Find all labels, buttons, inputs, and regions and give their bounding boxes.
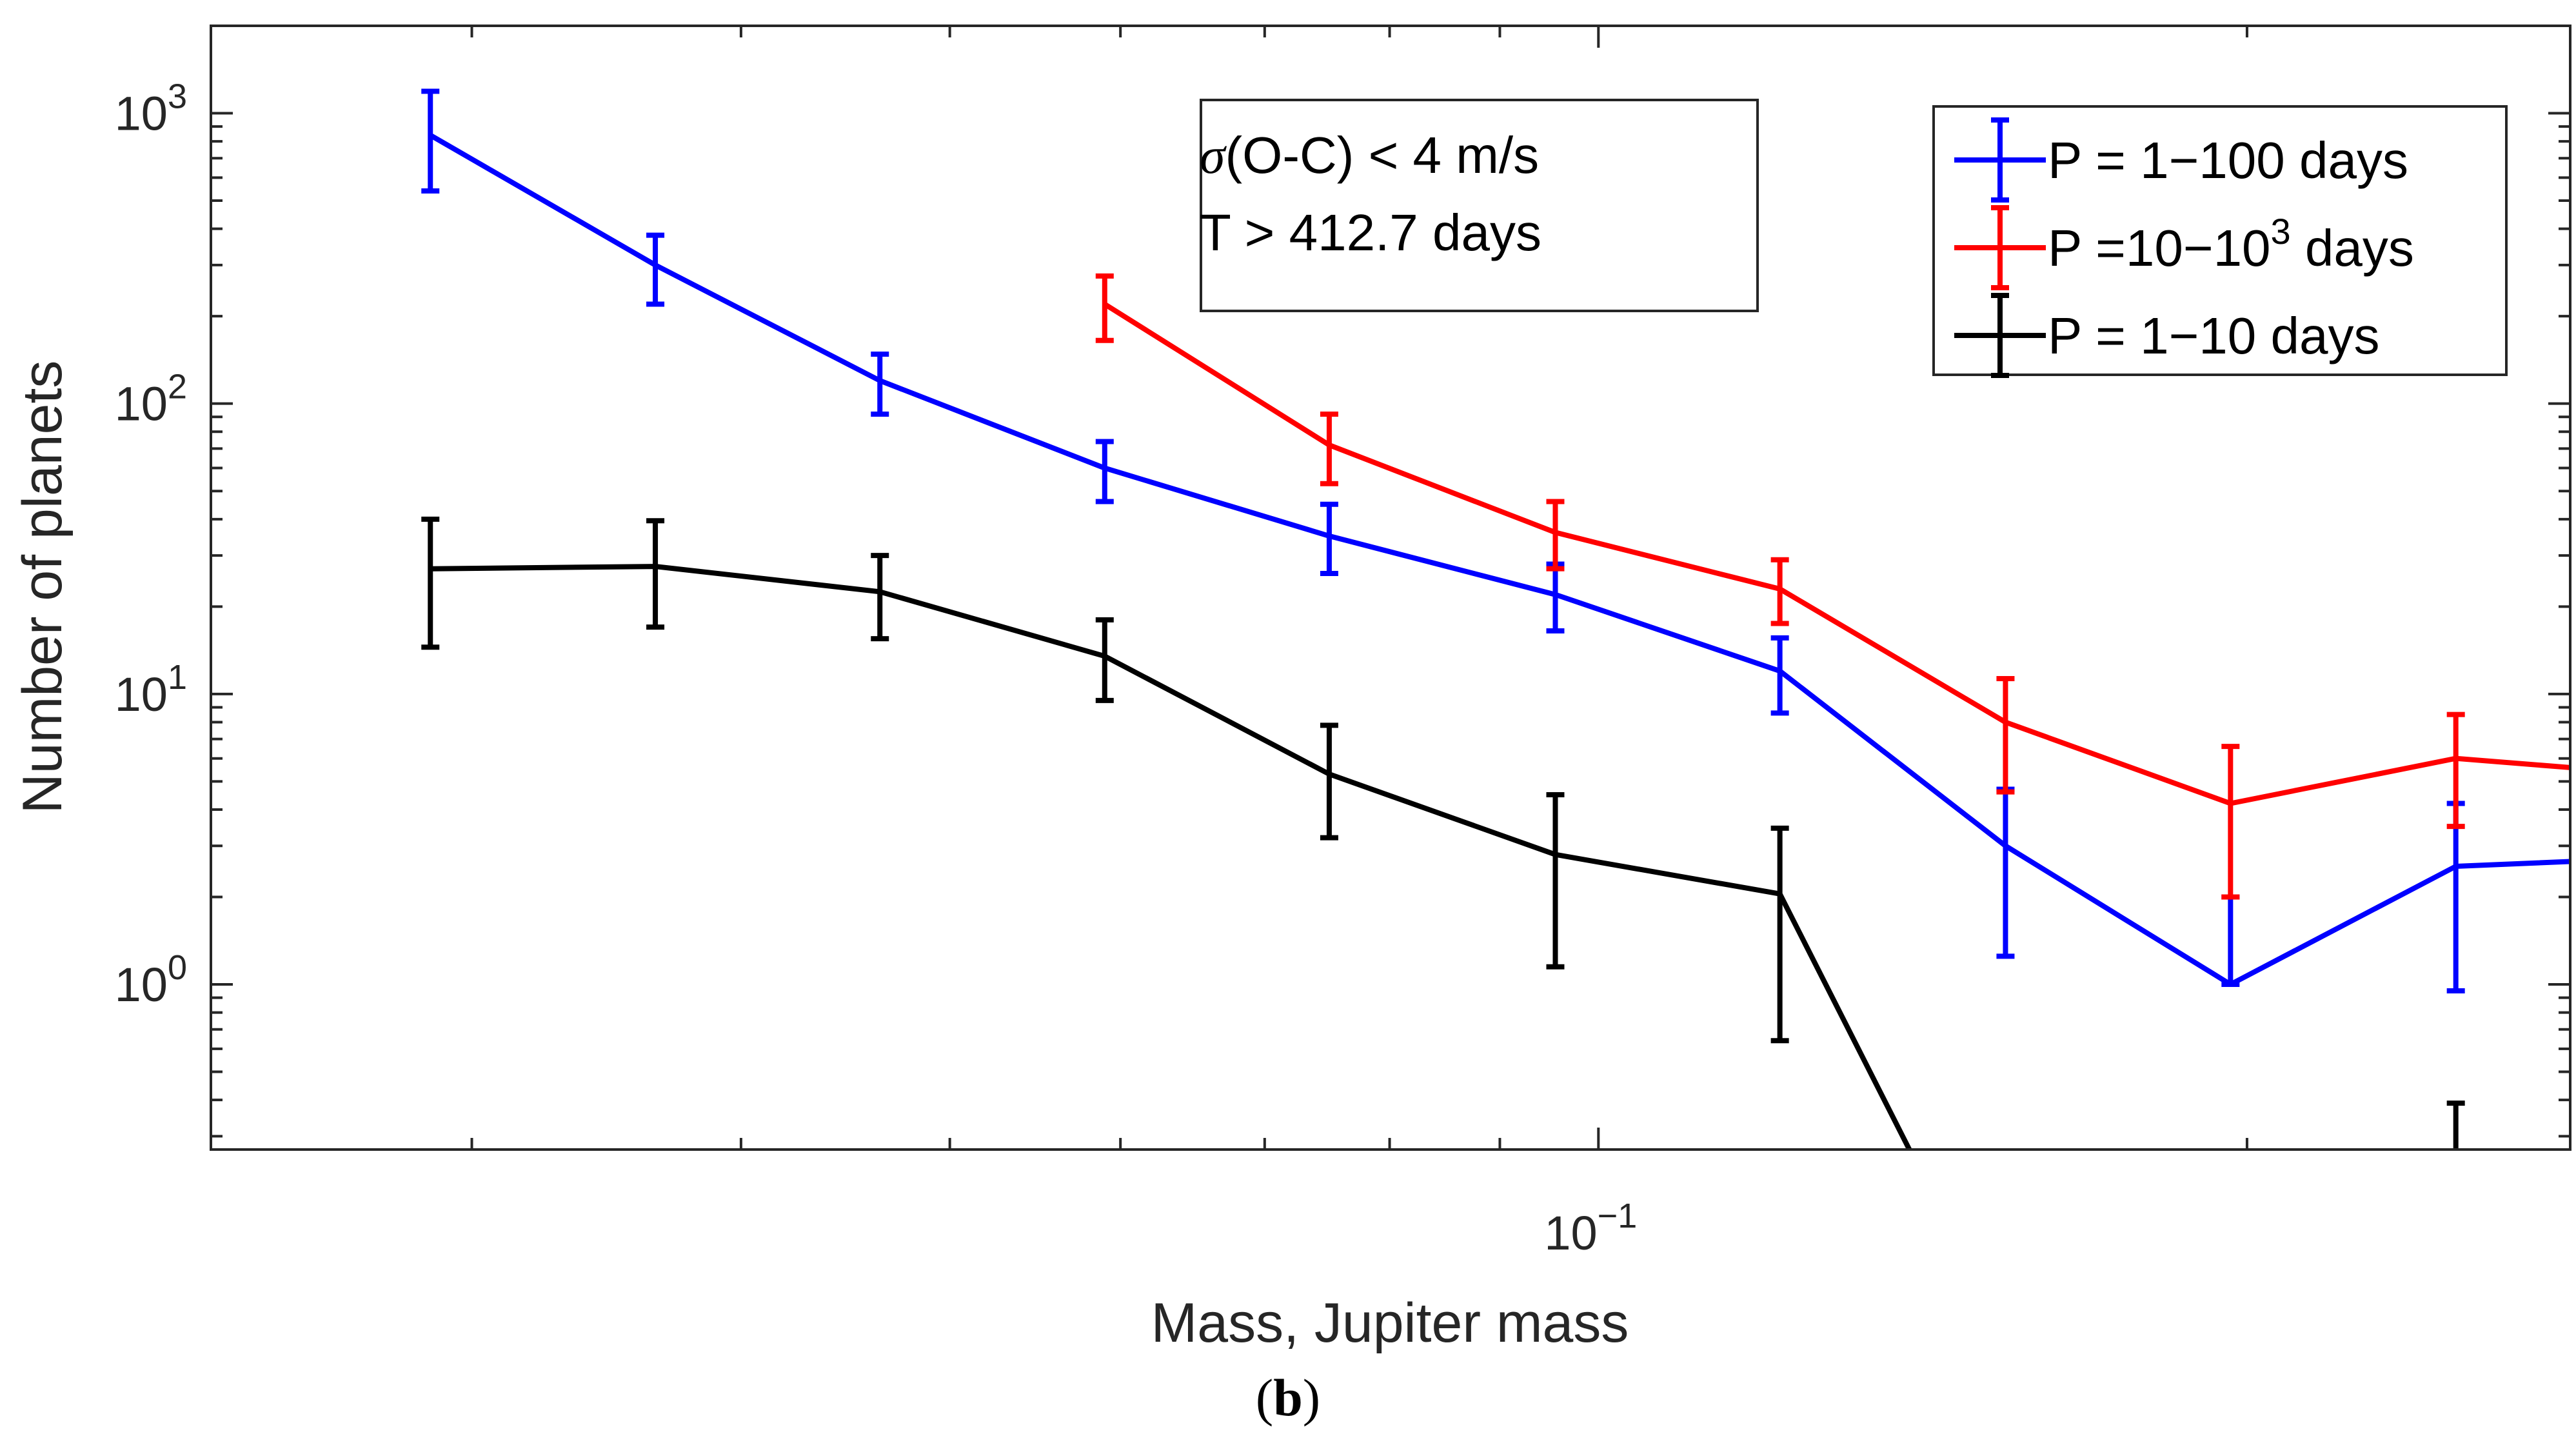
error-bar-0-0 [421, 88, 440, 194]
error-bar-1-5 [2221, 744, 2240, 900]
error-bar-0-1 [646, 232, 665, 307]
x-axis-title: Mass, Jupiter mass [1151, 1292, 1629, 1354]
error-bar-2-9 [2446, 1100, 2465, 1150]
y-axis-title: Number of planets [12, 361, 74, 814]
legend: P = 1−100 days P =10−103 days P = 1−10 day… [1932, 105, 2508, 378]
tick-label-exponent: 0 [168, 948, 187, 987]
series-line-0 [429, 133, 2570, 987]
y-tick-label-1: 101 [115, 658, 187, 721]
legend-label-text: P =10−10 [2048, 219, 2271, 277]
series-layer [421, 88, 2570, 1150]
error-bar-1-4 [1996, 675, 2015, 795]
y-tick-label-0: 100 [115, 948, 187, 1011]
error-bar-0-6 [1770, 635, 1789, 716]
legend-items: P = 1−100 days P =10−103 days P = 1−10 day… [1954, 117, 2414, 378]
y-tick-label-3: 103 [115, 77, 187, 141]
tick-label-base: 10 [115, 377, 168, 431]
tick-label-exponent: 2 [168, 368, 187, 406]
series-0 [421, 88, 2570, 994]
legend-item-1: P =10−103 days [1954, 205, 2414, 290]
legend-label-text: P = 1−100 days [2048, 132, 2408, 189]
error-bar-2-1 [646, 518, 665, 630]
tick-label-base: 10 [115, 668, 168, 721]
legend-label: P = 1−10 days [2048, 307, 2380, 364]
legend-label-exponent: 3 [2271, 211, 2291, 252]
annotation-line-2: T > 412.7 days [1200, 204, 1541, 261]
tick-label-base: 10 [1544, 1206, 1597, 1260]
annotation-line-1: σ(O-C) < 4 m/s [1200, 126, 1539, 184]
error-bar-2-5 [1546, 792, 1565, 970]
error-bar-1-1 [1320, 411, 1338, 486]
caption-open: ( [1255, 1368, 1274, 1427]
caption-letter: b [1273, 1368, 1303, 1427]
series-line-2 [430, 564, 1912, 1150]
annotation-frame [1200, 99, 1759, 312]
legend-frame [1932, 105, 2508, 376]
tick-label-exponent: 1 [168, 658, 187, 697]
tick-label-exponent: −1 [1598, 1197, 1638, 1235]
error-bar-1-0 [1095, 273, 1114, 343]
error-bar-0-2 [871, 352, 889, 417]
annotation-line-1-text: (O-C) < 4 m/s [1225, 126, 1539, 184]
series-2 [421, 516, 2465, 1150]
y-tick-label-2: 102 [115, 368, 187, 431]
legend-label-suffix: days [2291, 219, 2414, 277]
error-bar-2-0 [421, 516, 440, 650]
error-bar-0-4 [1320, 501, 1338, 577]
series-1 [1095, 273, 2570, 900]
annotation-symbol: σ [1200, 128, 1227, 184]
error-bar-1-2 [1546, 499, 1565, 572]
error-bar-1-6 [2446, 712, 2465, 830]
legend-label: P =10−103 days [2048, 211, 2414, 277]
x-tick-label-0: 10−1 [1544, 1197, 1637, 1260]
error-bar-2-3 [1095, 617, 1114, 703]
legend-item-0: P = 1−100 days [1954, 117, 2408, 203]
error-bar-1-3 [1770, 557, 1789, 626]
error-bar-2-2 [871, 553, 889, 642]
error-bar-2-4 [1320, 722, 1338, 841]
tick-label-exponent: 3 [168, 77, 187, 116]
caption-close: ) [1302, 1368, 1321, 1427]
tick-label-base: 10 [115, 958, 168, 1011]
figure-caption: (b) [0, 1368, 2576, 1428]
tick-label-base: 10 [115, 87, 168, 141]
error-bar-0-3 [1095, 439, 1114, 504]
legend-item-2: P = 1−10 days [1954, 293, 2380, 378]
legend-label-text: P = 1−10 days [2048, 307, 2380, 364]
error-bar-2-6 [1770, 825, 1789, 1044]
annotation-box: σ(O-C) < 4 m/s T > 412.7 days [1200, 99, 1759, 312]
legend-label: P = 1−100 days [2048, 132, 2408, 189]
